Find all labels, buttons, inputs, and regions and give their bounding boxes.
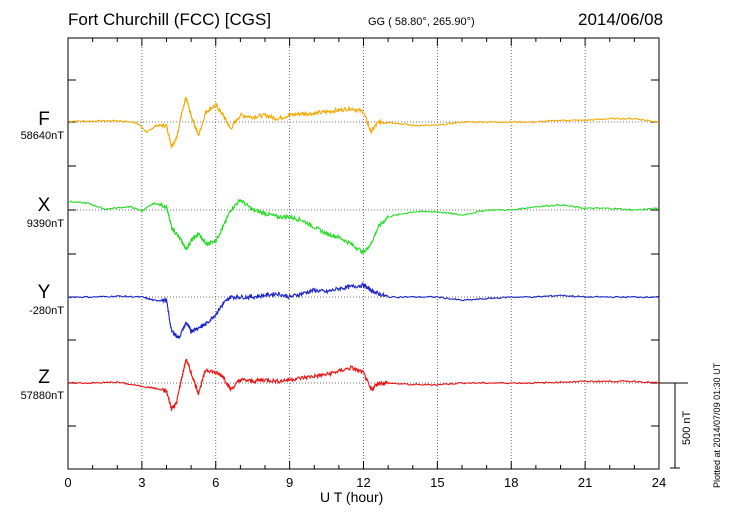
x-tick-label: 24 <box>652 475 666 490</box>
ticks-layer: 0 3 6 9 12 15 18 21 24 <box>64 37 666 490</box>
x-tick-label: 21 <box>578 475 592 490</box>
scale-bar <box>659 382 688 469</box>
baseline-label-z: 57880nT <box>20 390 64 402</box>
series-label-f: F <box>38 109 50 130</box>
series-line-y <box>67 282 660 339</box>
series-line-z <box>67 358 660 412</box>
scale-bar-label: 500 nT <box>681 410 693 445</box>
series-layer <box>67 95 660 412</box>
x-tick-label: 15 <box>430 475 444 490</box>
series-label-z: Z <box>38 367 50 388</box>
x-tick-label: 3 <box>138 475 145 490</box>
baseline-label-x: 9390nT <box>26 218 64 230</box>
series-line-f <box>67 95 660 149</box>
plotted-timestamp: Plotted at 2014/07/09 01:30 UT <box>712 362 722 488</box>
series-label-y: Y <box>37 282 51 303</box>
x-tick-label: 18 <box>504 475 518 490</box>
chart-date: 2014/06/08 <box>578 10 664 29</box>
baseline-label-f: 58640nT <box>20 130 64 142</box>
x-tick-label: 6 <box>212 475 219 490</box>
x-tick-label: 0 <box>64 475 71 490</box>
x-tick-label: 9 <box>286 475 293 490</box>
grid-layer <box>68 38 659 469</box>
x-axis-label: U T (hour) <box>320 489 384 505</box>
series-line-x <box>67 198 660 255</box>
chart-title: Fort Churchill (FCC) [CGS] <box>68 10 272 29</box>
series-label-x: X <box>37 195 51 216</box>
baseline-label-y: -280nT <box>29 305 64 317</box>
x-tick-label: 12 <box>356 475 370 490</box>
station-coordinates: GG ( 58.80°, 265.90°) <box>368 16 475 28</box>
